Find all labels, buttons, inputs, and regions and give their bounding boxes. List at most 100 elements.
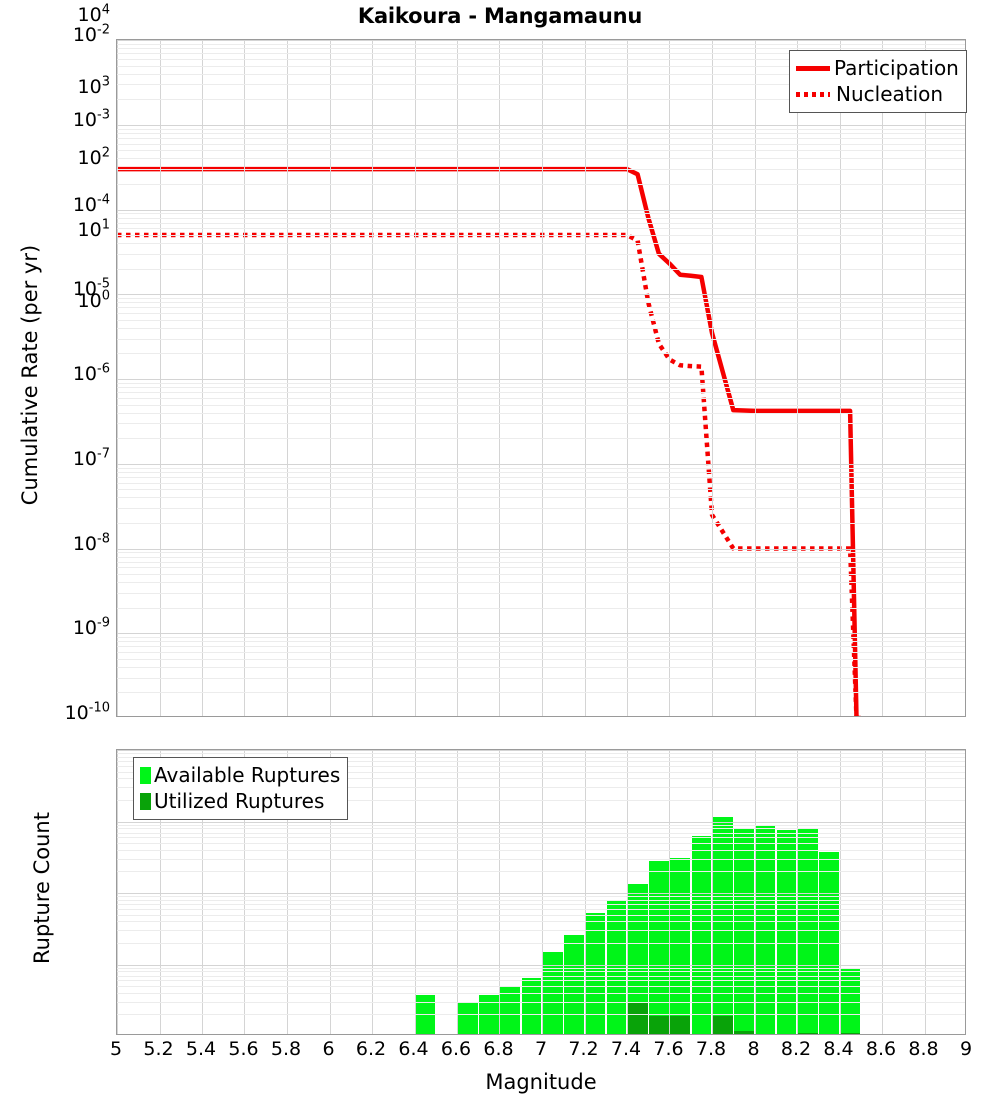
gridline-horizontal-minor: [117, 753, 965, 754]
xtick-label: 7.2: [568, 1038, 599, 1060]
xtick-label: 7.4: [610, 1038, 642, 1060]
bar-utilized: [840, 1032, 860, 1034]
gridline-horizontal-major: [117, 464, 965, 465]
gridline-horizontal-minor: [117, 562, 965, 563]
gridline-horizontal-minor: [117, 971, 965, 972]
gridline-horizontal-minor: [117, 761, 965, 762]
gridline-horizontal-minor: [117, 787, 965, 788]
gridline-horizontal-minor: [117, 398, 965, 399]
gridline-horizontal-minor: [117, 129, 965, 130]
legend-label-nucleation: Nucleation: [836, 82, 944, 106]
gridline-horizontal-minor: [117, 158, 965, 159]
ytick-label: 104: [77, 2, 110, 26]
gridline-vertical: [202, 750, 203, 1034]
gridline-vertical: [244, 40, 245, 716]
gridline-horizontal-minor: [117, 243, 965, 244]
gridline-horizontal-minor: [117, 871, 965, 872]
ytick-label: 10-6: [72, 361, 110, 385]
legend-item-participation[interactable]: Participation: [796, 55, 959, 81]
gridline-horizontal-minor: [117, 757, 965, 758]
legend-label-utilized-ruptures: Utilized Ruptures: [154, 789, 325, 813]
gridline-horizontal-minor: [117, 59, 965, 60]
gridline-horizontal-minor: [117, 896, 965, 897]
gridline-horizontal-minor: [117, 567, 965, 568]
gridline-horizontal-minor: [117, 843, 965, 844]
bar-utilized: [712, 1015, 733, 1034]
gridline-horizontal-minor: [117, 641, 965, 642]
ytick-label: 101: [77, 217, 110, 241]
ytick-label: 10-3: [72, 107, 110, 131]
solid-line-icon: [796, 65, 830, 71]
bar-utilized: [627, 1003, 648, 1034]
gridline-horizontal-minor: [117, 383, 965, 384]
xtick-label: 6.8: [483, 1038, 514, 1060]
legend-item-nucleation[interactable]: Nucleation: [796, 81, 959, 107]
gridline-horizontal-minor: [117, 904, 965, 905]
gridline-horizontal-major: [117, 379, 965, 380]
gridline-horizontal-minor: [117, 508, 965, 509]
gridline-horizontal-minor: [117, 169, 965, 170]
gridline-vertical: [202, 40, 203, 716]
gridline-horizontal-minor: [117, 302, 965, 303]
bar-available: [797, 829, 818, 1034]
gridline-horizontal-minor: [117, 472, 965, 473]
gridline-horizontal-minor: [117, 223, 965, 224]
gridline-horizontal-minor: [117, 144, 965, 145]
gridline-horizontal-minor: [117, 980, 965, 981]
gridline-horizontal-minor: [117, 968, 965, 969]
ytick-label: 102: [77, 145, 110, 169]
bar-available: [585, 912, 605, 1034]
gridline-horizontal-minor: [117, 766, 965, 767]
gridline-horizontal-minor: [117, 84, 965, 85]
gridline-horizontal-minor: [117, 353, 965, 354]
gridline-vertical: [925, 750, 926, 1034]
gridline-vertical: [882, 40, 883, 716]
ytick-label: 10-4: [72, 192, 110, 216]
ytick-label: 10-7: [72, 446, 110, 470]
gridline-horizontal-minor: [117, 986, 965, 987]
bottom-panel-legend: Available Ruptures Utilized Ruptures: [133, 757, 349, 820]
xtick-label: 8: [747, 1038, 760, 1060]
available-swatch-icon: [140, 766, 151, 784]
bar-utilized: [670, 1015, 690, 1034]
xtick-label: 5.4: [185, 1038, 217, 1060]
gridline-horizontal-minor: [117, 269, 965, 270]
gridline-horizontal-minor: [117, 921, 965, 922]
legend-item-available-ruptures[interactable]: Available Ruptures: [140, 762, 340, 788]
gridline-horizontal-minor: [117, 850, 965, 851]
gridline-horizontal-minor: [117, 228, 965, 229]
gridline-horizontal-minor: [117, 557, 965, 558]
ytick-label: 10-9: [72, 615, 110, 640]
bar-utilized: [797, 1032, 818, 1034]
gridline-horizontal-minor: [117, 915, 965, 916]
gridline-horizontal-minor: [117, 218, 965, 219]
gridline-vertical: [669, 750, 670, 1034]
gridline-horizontal-major: [117, 822, 965, 823]
xtick-label: 5: [109, 1038, 123, 1060]
gridline-horizontal-minor: [117, 900, 965, 901]
ytick-label: 100: [77, 288, 110, 312]
gridline-vertical: [797, 40, 798, 716]
xtick-label: 6: [322, 1038, 335, 1060]
gridline-vertical: [330, 750, 331, 1034]
gridline-vertical: [415, 40, 416, 716]
gridline-horizontal-minor: [117, 74, 965, 75]
ytick-label: 10-10: [64, 700, 110, 724]
xtick-label: 8.2: [780, 1038, 812, 1060]
xtick-label: 8.4: [823, 1038, 854, 1060]
gridline-horizontal-major: [117, 549, 965, 550]
gridline-vertical: [415, 750, 416, 1034]
gridline-horizontal-minor: [117, 53, 965, 54]
gridline-horizontal-minor: [117, 392, 965, 393]
legend-item-utilized-ruptures[interactable]: Utilized Ruptures: [140, 788, 340, 814]
gridline-horizontal-minor: [117, 993, 965, 994]
gridline-horizontal-minor: [117, 552, 965, 553]
gridline-horizontal-minor: [117, 483, 965, 484]
gridline-vertical: [457, 750, 458, 1034]
bar-available: [712, 816, 733, 1034]
xtick-label: 6.2: [355, 1038, 387, 1060]
gridline-vertical: [755, 750, 756, 1034]
gridline-horizontal-minor: [117, 828, 965, 829]
gridline-horizontal-major: [117, 40, 965, 41]
gridline-horizontal-minor: [117, 468, 965, 469]
